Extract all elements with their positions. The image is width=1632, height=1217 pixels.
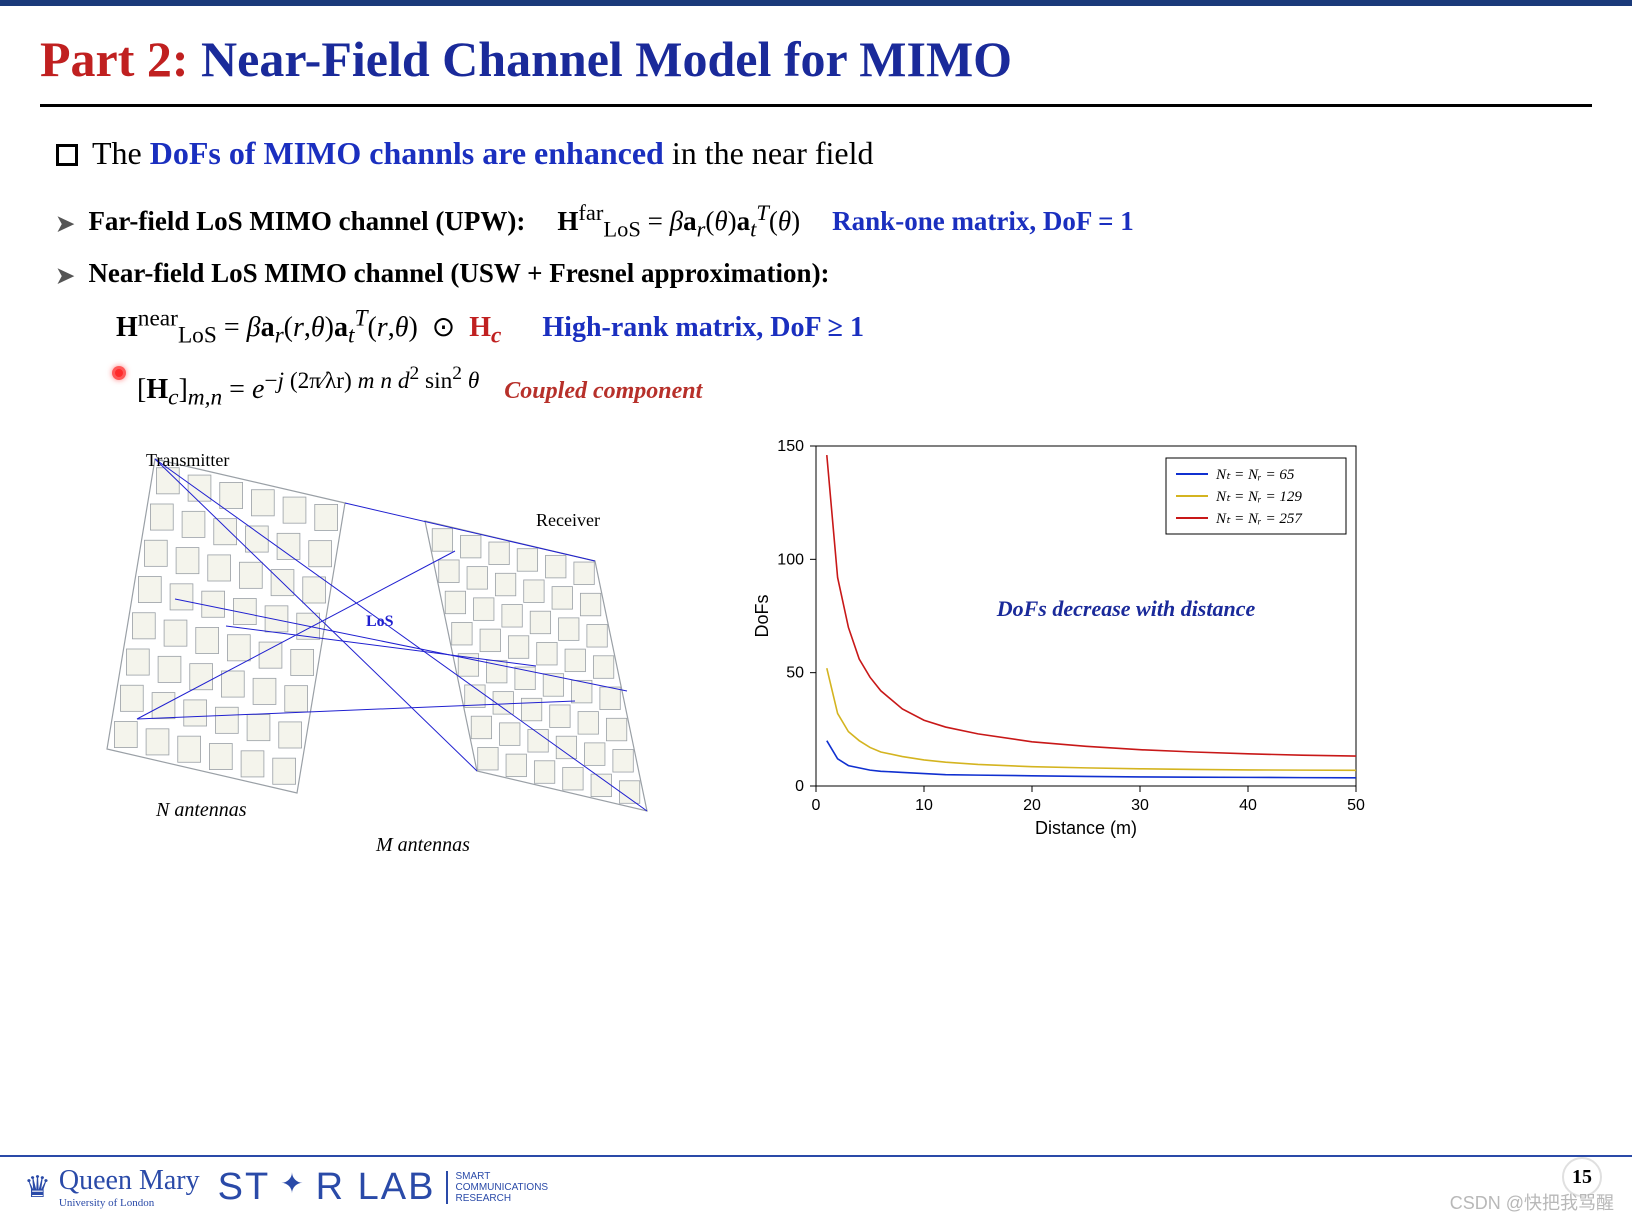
svg-text:M antennas: M antennas xyxy=(375,834,470,856)
svg-text:150: 150 xyxy=(777,438,804,455)
nearfield-formula-2: [Hc]m,n = e−j (2π⁄λr) m n d2 sin2 θ Coup… xyxy=(116,363,1576,412)
nf-hc: Hc xyxy=(469,312,501,343)
csdn-watermark: CSDN @快把我骂醒 xyxy=(1450,1189,1614,1215)
svg-text:LoS: LoS xyxy=(366,613,394,630)
farfield-note: Rank-one matrix, DoF = 1 xyxy=(832,206,1134,237)
crown-icon: ♛ xyxy=(24,1170,51,1205)
svg-text:20: 20 xyxy=(1023,797,1041,814)
nearfield-row: ➤ Near-field LoS MIMO channel (USW + Fre… xyxy=(56,258,1576,289)
nearfield-note: High-rank matrix, DoF ≥ 1 xyxy=(542,312,864,343)
stmt-before: The xyxy=(92,135,150,171)
starlab-rlab: R LAB xyxy=(316,1166,436,1209)
svg-text:Transmitter: Transmitter xyxy=(146,450,229,470)
svg-text:50: 50 xyxy=(786,665,804,682)
mimo-svg: Transmitter Receiver LoS N antennas M antenn… xyxy=(66,426,686,866)
dofs-chart-svg: 0 10 20 30 40 50 0 50 100 150 Distance (m) DoFs Nₜ =… xyxy=(746,426,1376,846)
starlab-st: ST xyxy=(218,1166,271,1209)
laser-pointer-icon xyxy=(112,366,126,380)
nf-f2: [Hc]m,n = e−j (2π⁄λr) m n d2 sin2 θ xyxy=(137,374,479,405)
content-area: The DoFs of MIMO channls are enhanced in… xyxy=(0,107,1632,866)
title-prefix: Part 2: xyxy=(40,31,189,87)
page-title: Part 2: Near-Field Channel Model for MIM… xyxy=(40,30,1592,88)
svg-text:Nₜ = Nᵣ = 257: Nₜ = Nᵣ = 257 xyxy=(1215,511,1303,527)
svg-text:Receiver: Receiver xyxy=(536,510,600,530)
nf-f1-lhs: HnearLoS = βar(r,θ)atT(r,θ) ⊙ xyxy=(116,312,462,343)
dofs-chart: 0 10 20 30 40 50 0 50 100 150 Distance (m) DoFs Nₜ =… xyxy=(746,426,1376,846)
svg-text:30: 30 xyxy=(1131,797,1149,814)
lab-tag-2: COMMUNICATIONS xyxy=(456,1182,549,1193)
slide: Part 2: Near-Field Channel Model for MIM… xyxy=(0,0,1632,1217)
starlab-subtitle: SMART COMMUNICATIONS RESEARCH xyxy=(446,1171,549,1204)
svg-text:DoFs decrease with distance: DoFs decrease with distance xyxy=(996,596,1256,621)
square-bullet-icon xyxy=(56,144,78,166)
lab-tag-1: SMART xyxy=(456,1171,549,1182)
stmt-after: in the near field xyxy=(664,135,874,171)
svg-text:Distance (m): Distance (m) xyxy=(1035,818,1137,838)
starlab-logo: ST ✦ R LAB SMART COMMUNICATIONS RESEARCH xyxy=(218,1166,548,1209)
svg-text:0: 0 xyxy=(812,797,821,814)
title-area: Part 2: Near-Field Channel Model for MIM… xyxy=(0,6,1632,98)
nearfield-formula-1: HnearLoS = βar(r,θ)atT(r,θ) ⊙ Hc High-ra… xyxy=(116,305,1576,349)
farfield-row: ➤ Far-field LoS MIMO channel (UPW): Hfar… xyxy=(56,200,1576,242)
lab-tag-3: RESEARCH xyxy=(456,1193,549,1204)
svg-text:N antennas: N antennas xyxy=(155,799,247,821)
svg-text:10: 10 xyxy=(915,797,933,814)
coupled-component-label: Coupled component xyxy=(504,378,702,404)
triangle-bullet-icon: ➤ xyxy=(56,211,74,237)
footer-bar: ♛ Queen Mary University of London ST ✦ R L… xyxy=(0,1155,1632,1217)
svg-text:0: 0 xyxy=(795,778,804,795)
svg-text:Nₜ = Nᵣ = 65: Nₜ = Nᵣ = 65 xyxy=(1215,467,1295,483)
mimo-diagram: Transmitter Receiver LoS N antennas M antenn… xyxy=(66,426,686,866)
stmt-highlight: DoFs of MIMO channls are enhanced xyxy=(150,135,664,171)
main-statement: The DoFs of MIMO channls are enhanced in… xyxy=(56,135,1576,172)
qm-sub: University of London xyxy=(59,1197,200,1209)
statement-text: The DoFs of MIMO channls are enhanced in… xyxy=(92,135,874,172)
footer-left: ♛ Queen Mary University of London ST ✦ R L… xyxy=(24,1165,548,1209)
svg-text:100: 100 xyxy=(777,551,804,568)
farfield-formula: HfarLoS = βar(θ)atT(θ) xyxy=(557,200,800,242)
queen-mary-logo: ♛ Queen Mary University of London xyxy=(24,1165,200,1209)
svg-text:DoFs: DoFs xyxy=(752,594,772,637)
star-icon: ✦ xyxy=(280,1167,305,1200)
diagram-row: Transmitter Receiver LoS N antennas M antenn… xyxy=(56,426,1576,866)
farfield-label: Far-field LoS MIMO channel (UPW): xyxy=(88,206,525,237)
nearfield-label: Near-field LoS MIMO channel (USW + Fresn… xyxy=(88,258,829,289)
svg-text:50: 50 xyxy=(1347,797,1365,814)
title-main: Near-Field Channel Model for MIMO xyxy=(189,31,1013,87)
svg-text:Nₜ = Nᵣ = 129: Nₜ = Nᵣ = 129 xyxy=(1215,489,1302,505)
triangle-bullet-icon: ➤ xyxy=(56,263,74,289)
qm-text: Queen Mary xyxy=(59,1165,200,1196)
svg-text:40: 40 xyxy=(1239,797,1257,814)
